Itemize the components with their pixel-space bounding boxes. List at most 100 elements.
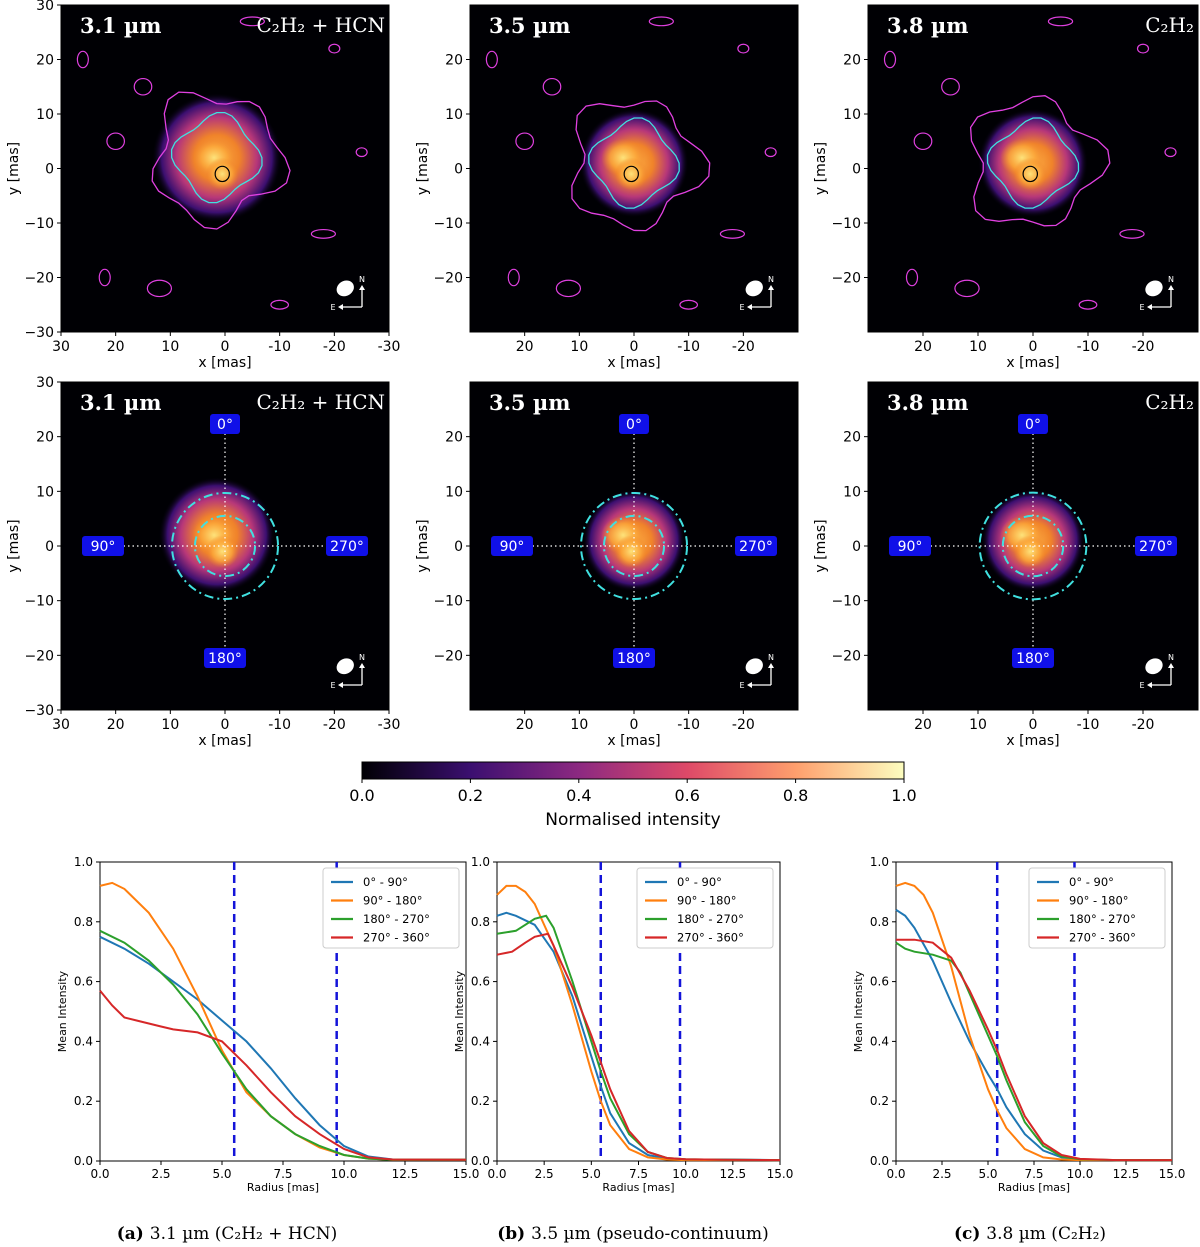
x-tick-label: 12.5 (719, 1167, 746, 1181)
x-tick-label: 7.5 (1024, 1167, 1043, 1181)
x-tick-label: 0 (221, 339, 230, 355)
y-tick-label: −10 (24, 594, 54, 610)
wavelength-label: 3.8 µm (887, 390, 968, 415)
contour-cyan (170, 111, 263, 204)
angle-label-box (82, 536, 124, 556)
noise-contour (270, 299, 290, 310)
y-tick-label: 10 (843, 107, 861, 123)
colorbar-tick-label: 0.0 (349, 786, 374, 805)
outer-radius-circle (170, 491, 280, 601)
y-axis-label: y [mas] (415, 519, 431, 572)
noise-contour (310, 228, 337, 239)
y-tick-label: 0.4 (870, 1034, 889, 1048)
beam-ellipse (336, 658, 354, 675)
noise-contour (542, 77, 562, 96)
y-axis-label: y [mas] (813, 142, 829, 195)
x-tick-label: 30 (52, 717, 70, 733)
compass-east-label: E (739, 681, 744, 690)
x-tick-label: 10 (161, 339, 179, 355)
x-tick-label: 20 (914, 717, 932, 733)
molecule-label: C₂H₂ (1145, 390, 1194, 414)
x-tick-label: 0 (630, 339, 639, 355)
y-tick-label: 0 (852, 162, 861, 178)
y-tick-label: 0.6 (74, 975, 93, 989)
compass-north-label: N (359, 275, 365, 284)
colorbar-tick-label: 1.0 (891, 786, 916, 805)
noise-contour (679, 299, 699, 310)
x-axis-label: x [mas] (1006, 355, 1059, 371)
noise-contour (1164, 147, 1177, 158)
y-tick-label: 0.0 (471, 1154, 490, 1168)
compass-north-head (1168, 285, 1174, 290)
y-tick-label: −10 (831, 594, 861, 610)
x-tick-label: 20 (516, 717, 534, 733)
colorbar-tick-label: 0.4 (566, 786, 591, 805)
colorbar-tick-label: 0.6 (674, 786, 699, 805)
angle-label-box (204, 648, 246, 668)
profile-chart-2: 0.0 2.5 5.0 7.5 10.0 12.5 15.0 0.0 0.2 0.4 0.6 0.8 1… (852, 855, 1185, 1194)
x-tick-label: 5.0 (212, 1167, 231, 1181)
y-tick-label: 0.0 (74, 1154, 93, 1168)
angle-label: 0° (217, 417, 233, 433)
y-tick-label: 0.2 (74, 1094, 93, 1108)
compass-north-label: N (768, 653, 774, 662)
caption-text: 3.1 µm (C₂H₂ + HCN) (150, 1224, 338, 1244)
y-tick-label: 0 (454, 539, 463, 555)
colorbar-tick-label: 0.8 (783, 786, 808, 805)
compass-north-label: N (1168, 653, 1174, 662)
y-tick-label: 30 (36, 375, 54, 391)
compass-east-head (1147, 682, 1152, 688)
angle-label: 270° (330, 539, 364, 555)
caption-tag: (a) (117, 1224, 150, 1244)
compass-east-label: E (1139, 303, 1144, 312)
noise-contour (76, 50, 89, 69)
x-tick-label: -20 (732, 339, 755, 355)
angle-label-box (1135, 536, 1177, 556)
legend (636, 867, 774, 949)
noise-contour (1047, 16, 1074, 27)
angle-label: 180° (208, 651, 242, 667)
x-tick-label: 0 (1029, 339, 1038, 355)
beam-ellipse (1145, 280, 1163, 297)
angle-label-box (491, 536, 533, 556)
noise-contour (239, 16, 265, 27)
x-tick-label: -20 (323, 717, 346, 733)
compass-north-label: N (768, 275, 774, 284)
y-tick-label: 0 (454, 162, 463, 178)
x-tick-label: -20 (323, 339, 346, 355)
y-tick-label: 10 (36, 107, 54, 123)
legend-entry: 0° - 90° (363, 875, 408, 889)
x-tick-label: 5.0 (582, 1167, 601, 1181)
x-tick-label: 10 (969, 717, 987, 733)
x-tick-label: 10.0 (672, 1167, 699, 1181)
y-tick-label: 0 (45, 539, 54, 555)
colorbar-label: Normalised intensity (545, 810, 720, 830)
contour-magenta (571, 100, 711, 232)
x-tick-label: 0.0 (487, 1167, 506, 1181)
y-tick-label: −20 (831, 271, 861, 287)
y-tick-label: 10 (843, 484, 861, 500)
contour-peak (623, 165, 639, 183)
x-axis-label: x [mas] (1006, 733, 1059, 749)
y-tick-label: 20 (445, 53, 463, 69)
y-tick-label: −10 (831, 216, 861, 232)
compass-north-head (768, 663, 774, 668)
compass-north-label: N (359, 653, 365, 662)
bright-peak (1013, 157, 1047, 191)
x-tick-label: 20 (516, 339, 534, 355)
legend-entry: 270° - 360° (677, 931, 744, 945)
noise-contour (98, 268, 111, 287)
x-tick-label: 2.5 (151, 1167, 170, 1181)
y-tick-label: 10 (445, 484, 463, 500)
contour-cyan (986, 117, 1080, 209)
x-tick-label: 0 (221, 717, 230, 733)
compass-east-head (747, 304, 752, 310)
angle-label: 180° (617, 651, 651, 667)
x-tick-label: -10 (677, 339, 700, 355)
noise-contour (737, 43, 750, 54)
x-tick-label: 20 (914, 339, 932, 355)
y-axis-label: y [mas] (813, 519, 829, 572)
compass-east-label: E (1139, 681, 1144, 690)
beam-ellipse (336, 280, 354, 297)
